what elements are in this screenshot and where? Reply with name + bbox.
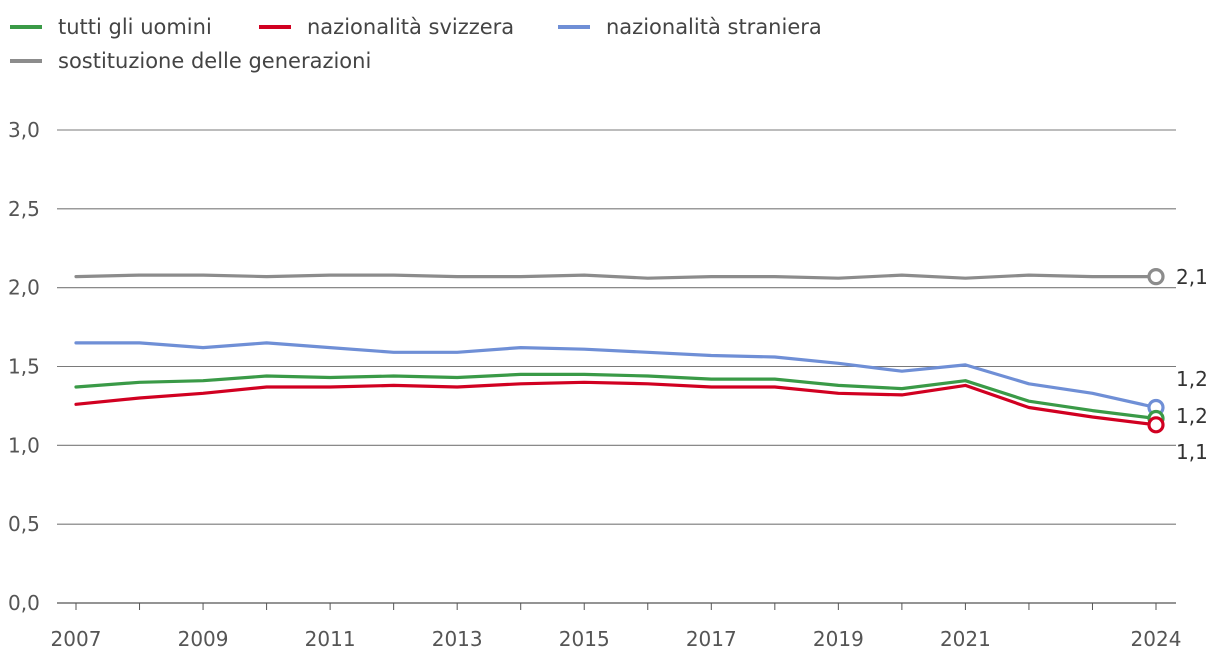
x-tick-label: 2011 (305, 627, 356, 651)
legend: tutti gli uomini nazionalità svizzera nazi… (10, 15, 822, 73)
x-tick-label: 2007 (51, 627, 102, 651)
x-tick-label: 2009 (178, 627, 229, 651)
y-tick-label: 1,0 (8, 433, 40, 457)
legend-label-4: sostituzione delle generazioni (58, 49, 371, 73)
legend-label-1: tutti gli uomini (58, 15, 212, 39)
x-tick-label: 2019 (813, 627, 864, 651)
series-line-3 (74, 341, 1158, 410)
x-tick-label: 2015 (559, 627, 610, 651)
series-line-2 (74, 380, 1158, 427)
legend-label-3: nazionalità straniera (606, 15, 822, 39)
end-label-1: 1,2 (1176, 404, 1208, 428)
x-axis: 2007 2009 2011 2013 2015 2017 2019 2021 2024 (51, 603, 1182, 651)
end-marker-2 (1147, 416, 1165, 434)
y-tick-label: 1,5 (8, 355, 40, 379)
end-label-4: 2,1 (1176, 265, 1208, 289)
x-tick-label: 2017 (686, 627, 737, 651)
end-marker-4 (1147, 268, 1165, 286)
series-line-4 (74, 273, 1158, 280)
end-label-3: 1,2 (1176, 367, 1208, 391)
y-tick-label: 3,0 (8, 118, 40, 142)
y-tick-label: 0,5 (8, 512, 40, 536)
end-label-2: 1,1 (1176, 440, 1208, 464)
y-tick-label: 0,0 (8, 591, 40, 615)
y-tick-label: 2,5 (8, 197, 40, 221)
x-tick-label: 2021 (940, 627, 991, 651)
series-line-1 (74, 372, 1158, 421)
end-labels: 1,2 1,1 1,2 2,1 (1176, 265, 1208, 464)
x-tick-label: 2013 (432, 627, 483, 651)
y-tick-label: 2,0 (8, 276, 40, 300)
grid: 0,0 0,5 1,0 1,5 2,0 2,5 3,0 (8, 118, 1176, 615)
x-tick-label: 2024 (1131, 627, 1182, 651)
legend-label-2: nazionalità svizzera (307, 15, 514, 39)
series-group (74, 268, 1165, 434)
